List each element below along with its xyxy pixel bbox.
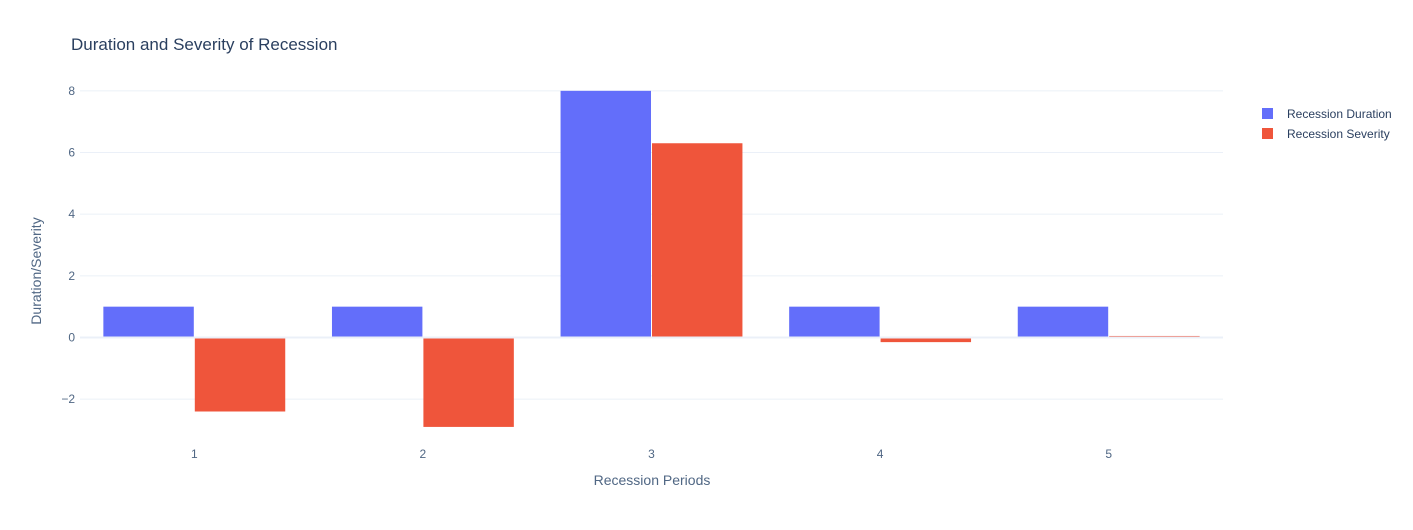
bar-recession-severity-1[interactable] [194, 337, 286, 412]
y-axis-label: Duration/Severity [28, 217, 44, 324]
y-tick-label: 0 [68, 331, 75, 345]
bar-recession-duration-4[interactable] [789, 306, 880, 338]
chart-title: Duration and Severity of Recession [71, 35, 337, 54]
y-tick-label: 6 [68, 146, 75, 160]
x-tick-label: 5 [1105, 447, 1112, 461]
legend-label-recession-severity[interactable]: Recession Severity [1287, 127, 1390, 141]
x-axis-ticks: 1 2 3 4 5 [191, 447, 1112, 461]
x-axis-label: Recession Periods [594, 472, 711, 488]
gridlines [80, 90, 1223, 400]
x-tick-label: 3 [648, 447, 655, 461]
x-tick-label: 2 [420, 447, 427, 461]
bar-recession-severity-4[interactable] [880, 337, 972, 343]
legend-swatch-recession-severity[interactable] [1262, 128, 1273, 139]
y-axis-ticks: −2 0 2 4 6 8 [61, 84, 75, 406]
bars [103, 90, 1200, 427]
legend-swatch-recession-duration[interactable] [1262, 108, 1273, 119]
y-tick-label: 2 [68, 269, 75, 283]
bar-recession-severity-2[interactable] [423, 337, 514, 427]
bar-recession-duration-3[interactable] [560, 90, 651, 338]
x-tick-label: 1 [191, 447, 198, 461]
bar-recession-duration-5[interactable] [1017, 306, 1109, 338]
bar-recession-duration-2[interactable] [331, 306, 423, 338]
legend: Recession Duration Recession Severity [1262, 107, 1392, 141]
bar-recession-duration-1[interactable] [103, 306, 194, 338]
bar-recession-severity-3[interactable] [652, 143, 743, 338]
y-tick-label: 8 [68, 84, 75, 98]
y-tick-label: −2 [61, 392, 75, 406]
legend-label-recession-duration[interactable]: Recession Duration [1287, 107, 1392, 121]
y-tick-label: 4 [68, 207, 75, 221]
x-tick-label: 4 [877, 447, 884, 461]
